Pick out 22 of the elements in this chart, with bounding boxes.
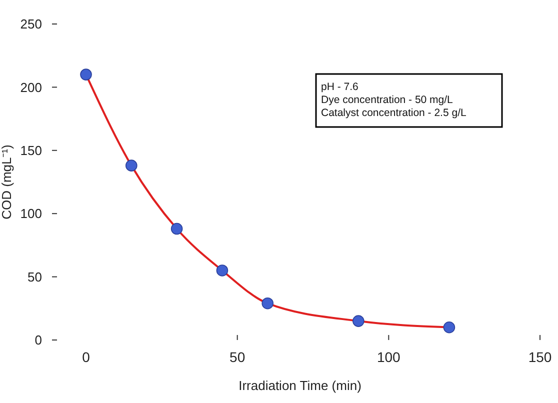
- x-axis-title: Irradiation Time (min): [238, 378, 362, 393]
- point: [80, 68, 92, 80]
- x-tick-label: 150: [528, 349, 552, 365]
- x-tick-label: 50: [230, 349, 246, 365]
- point: [126, 160, 138, 172]
- annotation: Catalyst concentration - 2.5 g/L: [321, 107, 466, 119]
- y-tick-label: 250: [20, 16, 42, 32]
- point: [352, 315, 364, 327]
- point: [443, 321, 456, 334]
- y-tick-label: 50: [28, 269, 42, 284]
- point: [170, 222, 183, 235]
- y-tick-label: 0: [34, 332, 42, 348]
- x-tick-label: 100: [376, 349, 401, 365]
- annotation: Dye concentration - 50 mg/L: [321, 94, 454, 106]
- y-tick-label: 200: [20, 80, 42, 95]
- y-tick-label: 150: [20, 142, 42, 158]
- y-axis-title: COD (mgL⁻¹): [0, 144, 14, 220]
- point: [262, 297, 274, 310]
- point: [216, 264, 228, 276]
- x-tick-label: 0: [82, 349, 90, 365]
- y-tick-label: 100: [20, 206, 42, 222]
- annotation: pH - 7.6: [321, 81, 359, 93]
